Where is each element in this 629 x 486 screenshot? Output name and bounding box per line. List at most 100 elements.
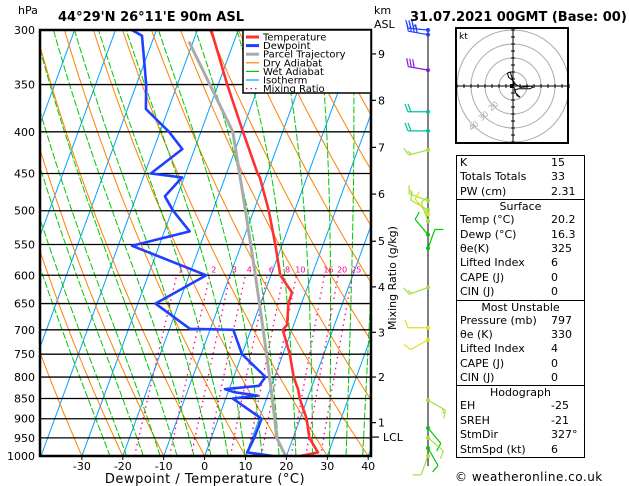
pressure-tick-label: 600 xyxy=(14,269,35,282)
dry-adiabat-line xyxy=(179,30,371,401)
wind-barb-station xyxy=(426,147,430,152)
index-label: θe (K) xyxy=(460,327,493,341)
index-label: CIN (J) xyxy=(460,371,495,385)
wind-barb-staff xyxy=(408,66,429,71)
storm-motion-marker xyxy=(510,84,514,88)
index-value: 6 xyxy=(551,442,558,456)
pressure-tick-label: 500 xyxy=(14,205,35,218)
km-tick-label: 7 xyxy=(378,141,385,154)
index-row: Totals Totals 33 xyxy=(457,170,584,184)
temperature-tick-label: -30 xyxy=(73,460,91,473)
general-indices: K 15 Totals Totals 33 PW (cm) 2.31 xyxy=(457,156,584,199)
index-row: SREH -21 xyxy=(457,414,584,428)
wind-barb-station xyxy=(426,426,430,431)
pressure-tick-label: 750 xyxy=(14,348,35,361)
wind-barb xyxy=(414,211,430,237)
pressure-tick-label: 400 xyxy=(14,126,35,139)
index-value: 6 xyxy=(551,256,558,270)
index-row: Lifted Index 4 xyxy=(457,342,584,356)
wind-barb xyxy=(403,337,430,351)
isotherm-line xyxy=(285,224,371,456)
legend-label: Temperature xyxy=(262,33,326,44)
pressure-tick-label: 800 xyxy=(14,371,35,384)
mixing-ratio-line xyxy=(229,275,268,456)
wind-barb-station xyxy=(426,398,430,403)
index-value: 0 xyxy=(551,285,558,299)
wet-adiabat-line xyxy=(278,30,314,456)
dry-adiabat-line xyxy=(237,30,371,284)
index-value: 0 xyxy=(551,371,558,385)
wind-barb-staff xyxy=(408,27,429,31)
mixing-ratio-label: 20 xyxy=(337,265,347,274)
temperature-tick-label: 40 xyxy=(361,460,375,473)
mixing-ratio-label: 25 xyxy=(351,265,361,274)
surface-title: Surface xyxy=(499,200,542,214)
index-label: CAPE (J) xyxy=(460,356,505,370)
wind-barb xyxy=(426,446,439,473)
index-value: 0 xyxy=(551,270,558,284)
wind-barb-staff xyxy=(408,149,429,156)
index-row: EH -25 xyxy=(457,399,584,413)
km-tick-label: 2 xyxy=(378,371,385,384)
dry-adiabat-line xyxy=(92,30,287,456)
wind-barb xyxy=(404,122,430,133)
index-value: 33 xyxy=(551,170,565,184)
mixing-ratio-axis-label: Mixing Ratio (g/kg) xyxy=(386,226,399,330)
wind-barb-staff xyxy=(420,455,429,475)
index-value: 327° xyxy=(551,428,578,442)
credit[interactable]: © weatheronline.co.uk xyxy=(455,470,603,484)
wind-barb-station xyxy=(426,28,430,32)
index-label: StmSpd (kt) xyxy=(460,442,526,456)
mixing-ratio-label: 1 xyxy=(178,265,183,274)
wind-barb-feather xyxy=(410,191,413,201)
legend-label: Isotherm xyxy=(263,76,307,87)
wind-barb-station xyxy=(426,435,430,440)
temperature-tick-label: 10 xyxy=(239,460,253,473)
pressure-tick-label: 950 xyxy=(14,432,35,445)
wind-barb-feather xyxy=(409,23,412,32)
pressure-tick-label: 450 xyxy=(14,167,35,180)
wind-barb-feather xyxy=(412,23,415,33)
height-ref-label: ASL xyxy=(374,18,396,31)
wet-adiabat-line xyxy=(40,217,128,456)
index-label: Lifted Index xyxy=(460,256,525,270)
index-value: 4 xyxy=(551,342,558,356)
height-unit-label: km xyxy=(374,4,391,17)
index-row: Lifted Index 6 xyxy=(457,256,584,270)
index-label: PW (cm) xyxy=(460,184,507,198)
dry-adiabat-line xyxy=(40,350,83,456)
wind-barb-feather xyxy=(415,24,418,33)
wind-barb-feather xyxy=(403,287,410,295)
lcl-label: LCL xyxy=(383,431,404,444)
index-value: 16.3 xyxy=(551,227,576,241)
location-title: 44°29'N 26°11'E 90m ASL xyxy=(58,10,244,25)
index-value: 20.2 xyxy=(551,213,576,227)
wind-barb-station xyxy=(426,109,430,114)
mixing-ratio-line xyxy=(168,275,211,456)
wind-barb xyxy=(403,285,430,295)
wind-barb-feather xyxy=(404,103,409,112)
wet-adiabat-line xyxy=(40,109,161,456)
wind-barb-feather xyxy=(432,465,439,473)
isotherm-line xyxy=(40,30,76,126)
wind-barb-staff xyxy=(409,286,429,295)
wind-barb-staff xyxy=(408,30,429,36)
most-unstable-title: Most Unstable xyxy=(481,300,560,314)
pressure-tick-label: 900 xyxy=(14,413,35,426)
isotherm-line xyxy=(326,335,371,456)
isotherm-line xyxy=(40,30,198,456)
index-label: EH xyxy=(460,399,476,413)
temperature-tick-label: 20 xyxy=(279,460,293,473)
mixing-ratio-label: 8 xyxy=(285,265,290,274)
index-row: θe (K) 330 xyxy=(457,328,584,342)
wind-barb-feather xyxy=(407,150,412,155)
index-label: CAPE (J) xyxy=(460,270,505,284)
temperature-tick-label: 0 xyxy=(201,460,208,473)
pressure-tick-label: 1000 xyxy=(7,450,35,463)
isotherm-line xyxy=(40,30,157,349)
wet-adiabat-line xyxy=(345,30,355,456)
index-label: CIN (J) xyxy=(460,285,495,299)
wind-barb-station xyxy=(426,454,430,458)
wind-barb xyxy=(412,454,430,476)
